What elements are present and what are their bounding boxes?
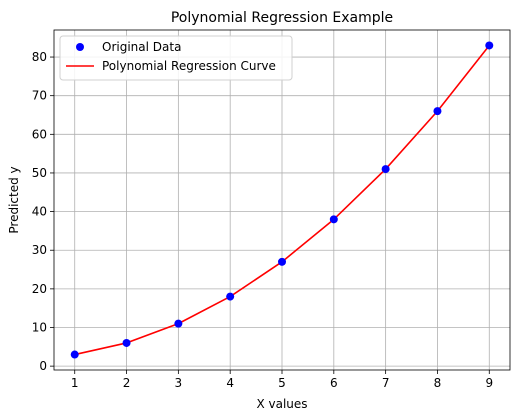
x-tick-label: 2 (123, 376, 131, 390)
legend-marker-scatter (76, 43, 84, 51)
legend-label: Polynomial Regression Curve (102, 59, 276, 73)
legend-box (59, 35, 293, 81)
data-point (174, 319, 183, 328)
data-point (278, 257, 286, 266)
y-tick-label: 70 (32, 89, 47, 103)
data-point (226, 292, 235, 301)
data-point (329, 215, 338, 224)
series-layer (70, 41, 494, 359)
data-point (433, 107, 442, 116)
y-axis-label: Predicted y (7, 166, 21, 233)
chart-title: Polynomial Regression Example (171, 10, 393, 26)
x-tick-label: 1 (71, 376, 79, 390)
y-tick-label: 20 (32, 282, 47, 296)
x-axis: 1 2 3 4 5 6 7 8 9 (71, 370, 493, 390)
y-tick-label: 50 (32, 166, 47, 180)
data-point (122, 338, 131, 347)
x-tick-label: 5 (278, 376, 286, 390)
data-point (70, 350, 79, 359)
x-axis-label: X values (256, 397, 307, 411)
x-tick-label: 6 (330, 376, 338, 390)
x-tick-label: 3 (175, 376, 183, 390)
y-tick-label: 40 (32, 205, 47, 219)
data-point (485, 41, 494, 50)
y-axis: 0 10 20 30 40 50 60 70 80 (32, 50, 54, 373)
y-tick-label: 80 (32, 50, 47, 64)
x-tick-label: 8 (434, 376, 442, 390)
y-tick-label: 60 (32, 127, 47, 141)
x-tick-label: 4 (226, 376, 234, 390)
y-tick-label: 10 (32, 321, 47, 335)
x-tick-label: 9 (485, 376, 493, 390)
y-tick-label: 0 (39, 359, 47, 373)
grid (54, 30, 510, 370)
x-tick-label: 7 (382, 376, 390, 390)
legend: Original Data Polynomial Regression Curve (59, 35, 293, 81)
legend-label: Original Data (102, 40, 181, 54)
data-point (381, 165, 390, 174)
y-tick-label: 30 (32, 243, 47, 257)
